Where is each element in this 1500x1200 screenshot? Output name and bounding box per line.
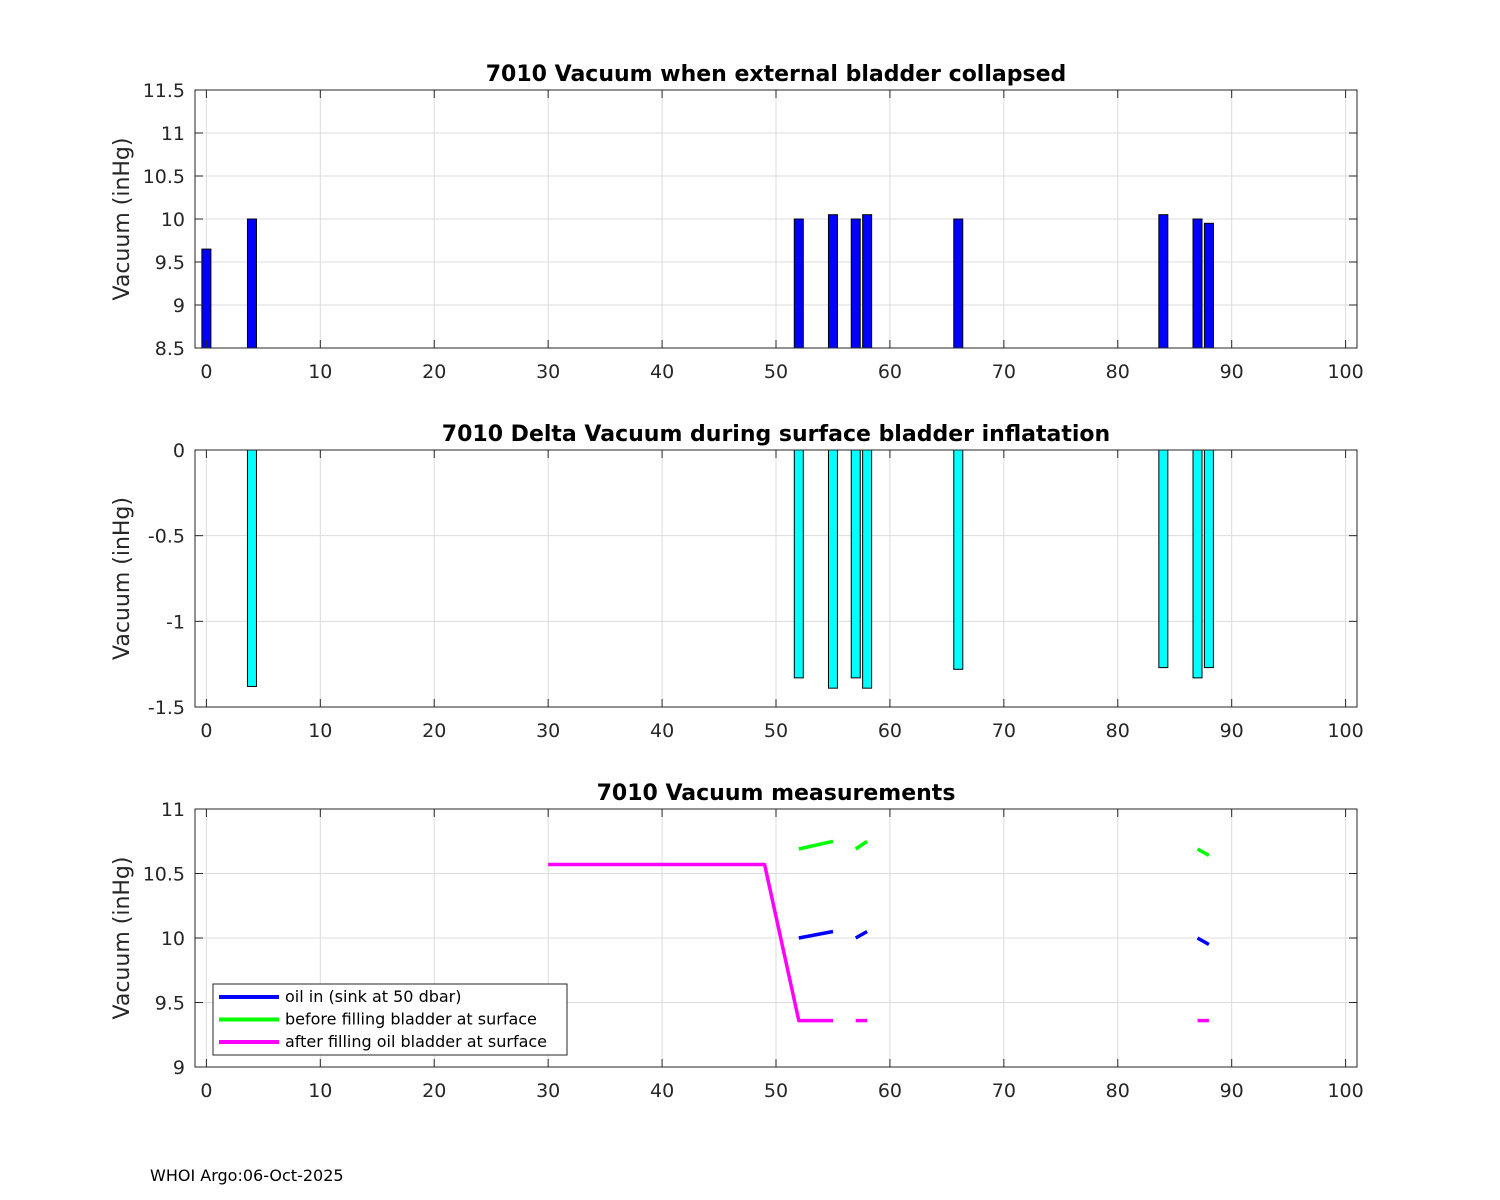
- bar: [793, 449, 804, 679]
- x-tick-label: 50: [764, 1080, 788, 1102]
- y-axis-label: Vacuum (inHg): [110, 497, 135, 660]
- bar: [1203, 222, 1214, 349]
- x-tick-label: 100: [1327, 720, 1363, 742]
- chart-panel-3: 0 10 20 30 40 50 60 70 80 90 100 9 9.5 10 10.5 11 7010 V…: [110, 781, 1364, 1102]
- x-tick-label: 100: [1327, 361, 1363, 383]
- y-tick-label: 8.5: [155, 338, 185, 360]
- y-tick-label: 10: [161, 928, 185, 950]
- x-tick-label: 70: [992, 361, 1016, 383]
- x-tick-label: 60: [878, 1080, 902, 1102]
- y-tick-label: 11: [161, 123, 185, 145]
- bar: [850, 449, 861, 679]
- x-tick-label: 20: [422, 1080, 446, 1102]
- bar: [953, 449, 964, 670]
- y-tick-label: -1: [166, 611, 185, 633]
- x-tick-label: 0: [200, 361, 212, 383]
- bar: [246, 449, 257, 687]
- series-line-2: [798, 839, 834, 851]
- series-line-1: [798, 929, 834, 940]
- y-tick-label: 10.5: [143, 166, 185, 188]
- x-tick-label: 30: [536, 361, 560, 383]
- series-line-2: [854, 839, 869, 851]
- bar: [246, 218, 257, 349]
- x-tick-label: 20: [422, 720, 446, 742]
- legend-label: before filling bladder at surface: [285, 1010, 537, 1029]
- y-tick-label: 11: [161, 799, 185, 821]
- x-tick-label: 80: [1106, 1080, 1130, 1102]
- y-tick-label: -0.5: [148, 526, 185, 548]
- x-tick-label: 80: [1106, 720, 1130, 742]
- chart-title: 7010 Delta Vacuum during surface bladder…: [442, 422, 1110, 447]
- x-tick-label: 40: [650, 361, 674, 383]
- x-tick-label: 30: [536, 720, 560, 742]
- y-axis-label: Vacuum (inHg): [110, 857, 135, 1020]
- chart-panel-2: 0 10 20 30 40 50 60 70 80 90 100 -1.5 -1 -0.5 0 7010 De…: [110, 422, 1364, 742]
- x-tick-label: 30: [536, 1080, 560, 1102]
- bar: [827, 449, 838, 689]
- bar: [953, 218, 964, 349]
- legend-label: after filling oil bladder at surface: [285, 1032, 547, 1051]
- y-tick-label: 10.5: [143, 864, 185, 886]
- y-tick-label: 10: [161, 209, 185, 231]
- y-tick-label: 11.5: [143, 80, 185, 102]
- chart-title: 7010 Vacuum measurements: [597, 781, 956, 806]
- x-tick-label: 70: [992, 1080, 1016, 1102]
- x-tick-label: 40: [650, 720, 674, 742]
- chart-title: 7010 Vacuum when external bladder collap…: [486, 62, 1067, 87]
- y-axis-label: Vacuum (inHg): [110, 138, 135, 301]
- y-tick-label: 9: [173, 1057, 185, 1079]
- bar: [1158, 449, 1169, 669]
- series-line-2: [1196, 847, 1210, 857]
- x-tick-label: 60: [878, 720, 902, 742]
- x-tick-label: 60: [878, 361, 902, 383]
- x-tick-label: 50: [764, 720, 788, 742]
- series-line-1: [854, 929, 868, 940]
- x-tick-label: 100: [1327, 1080, 1363, 1102]
- x-tick-label: 40: [650, 1080, 674, 1102]
- legend-label: oil in (sink at 50 dbar): [285, 987, 462, 1006]
- legend: oil in (sink at 50 dbar) before filling b…: [212, 983, 568, 1056]
- y-tick-label: -1.5: [148, 697, 185, 719]
- bar: [862, 214, 873, 349]
- bar: [201, 248, 212, 349]
- footer-text: WHOI Argo:06-Oct-2025: [150, 1166, 344, 1185]
- chart-panel-1: 0 10 20 30 40 50 60 70 80 90 100 8.5 9 9.5 10 10.5 11 11.…: [110, 62, 1364, 383]
- x-tick-label: 50: [764, 361, 788, 383]
- x-tick-label: 10: [308, 1080, 332, 1102]
- bar: [793, 218, 804, 349]
- x-tick-label: 10: [308, 361, 332, 383]
- bar: [1203, 449, 1214, 669]
- y-tick-label: 9: [173, 295, 185, 317]
- y-tick-label: 9.5: [155, 252, 185, 274]
- y-tick-label: 9.5: [155, 993, 185, 1015]
- bar: [850, 218, 861, 349]
- x-tick-label: 0: [200, 1080, 212, 1102]
- series-line-1: [1196, 936, 1210, 947]
- x-tick-label: 20: [422, 361, 446, 383]
- x-tick-label: 90: [1220, 720, 1244, 742]
- bar: [862, 449, 873, 689]
- series-line-3: [548, 862, 833, 1023]
- bar: [1158, 214, 1169, 349]
- x-tick-label: 90: [1220, 1080, 1244, 1102]
- bar: [1192, 218, 1203, 349]
- x-tick-label: 80: [1106, 361, 1130, 383]
- x-tick-label: 90: [1220, 361, 1244, 383]
- bar: [827, 214, 838, 349]
- x-tick-label: 10: [308, 720, 332, 742]
- x-tick-label: 70: [992, 720, 1016, 742]
- x-tick-label: 0: [200, 720, 212, 742]
- y-tick-label: 0: [173, 440, 185, 462]
- bar: [1192, 449, 1203, 679]
